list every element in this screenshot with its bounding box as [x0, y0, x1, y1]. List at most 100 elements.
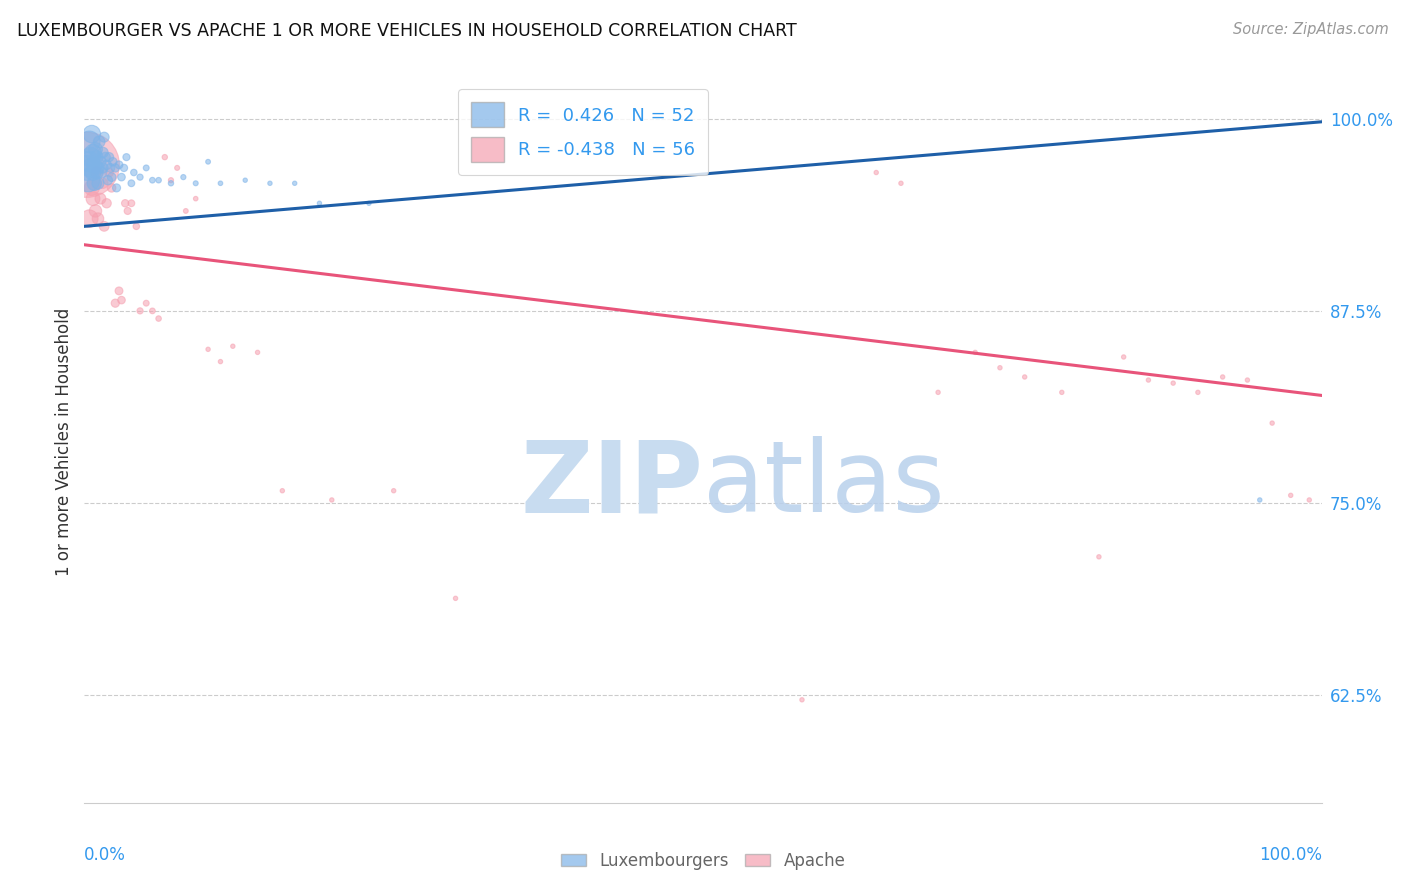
Point [79, 211, 101, 226]
Point [141, 173, 163, 187]
Point [104, 161, 127, 175]
Point [284, 176, 307, 190]
Text: 100.0%: 100.0% [1258, 847, 1322, 864]
Text: Source: ZipAtlas.com: Source: ZipAtlas.com [1233, 22, 1389, 37]
Point [197, 154, 219, 169]
Y-axis label: 1 or more Vehicles in Household: 1 or more Vehicles in Household [55, 308, 73, 575]
Point [86, 165, 108, 179]
Point [79, 161, 101, 175]
Point [83, 176, 105, 190]
Point [1249, 492, 1271, 507]
Point [83, 176, 105, 190]
Point [174, 203, 197, 218]
Point [96, 158, 118, 172]
Point [209, 354, 232, 368]
Point [271, 483, 294, 498]
Point [148, 311, 170, 326]
Text: ZIP: ZIP [520, 436, 703, 533]
Point [98, 150, 121, 164]
Point [87, 161, 110, 175]
Point [76, 161, 98, 175]
Point [120, 196, 142, 211]
Point [1088, 549, 1111, 564]
Legend: Luxembourgers, Apache: Luxembourgers, Apache [554, 846, 852, 877]
Point [444, 591, 467, 606]
Point [382, 483, 405, 498]
Point [135, 296, 157, 310]
Point [89, 154, 111, 169]
Point [110, 293, 132, 307]
Point [965, 345, 987, 359]
Point [865, 165, 887, 179]
Point [172, 170, 194, 185]
Point [160, 173, 183, 187]
Point [101, 154, 124, 169]
Point [79, 135, 101, 149]
Point [1187, 385, 1209, 400]
Point [1050, 385, 1073, 400]
Point [1279, 488, 1302, 502]
Point [83, 158, 105, 172]
Point [308, 196, 330, 211]
Text: atlas: atlas [703, 436, 945, 533]
Point [890, 176, 912, 190]
Point [209, 176, 232, 190]
Point [104, 296, 127, 310]
Point [1261, 416, 1284, 430]
Point [82, 145, 104, 160]
Point [87, 176, 110, 190]
Point [135, 161, 157, 175]
Point [259, 176, 281, 190]
Point [96, 196, 118, 211]
Text: 0.0%: 0.0% [84, 847, 127, 864]
Point [1161, 376, 1184, 391]
Point [1236, 373, 1258, 387]
Point [93, 130, 115, 145]
Point [222, 339, 245, 353]
Point [246, 345, 269, 359]
Point [98, 165, 121, 179]
Point [108, 158, 131, 172]
Point [110, 170, 132, 185]
Point [86, 165, 108, 179]
Point [184, 176, 207, 190]
Point [100, 170, 122, 185]
Point [82, 192, 104, 206]
Legend: R =  0.426   N = 52, R = -0.438   N = 56: R = 0.426 N = 52, R = -0.438 N = 56 [458, 89, 707, 175]
Point [89, 135, 111, 149]
Point [89, 192, 111, 206]
Point [988, 360, 1011, 375]
Point [129, 304, 152, 318]
Point [125, 219, 148, 234]
Text: LUXEMBOURGER VS APACHE 1 OR MORE VEHICLES IN HOUSEHOLD CORRELATION CHART: LUXEMBOURGER VS APACHE 1 OR MORE VEHICLE… [17, 22, 797, 40]
Point [1112, 350, 1135, 364]
Point [122, 165, 145, 179]
Point [80, 181, 103, 195]
Point [77, 173, 100, 187]
Point [84, 143, 107, 157]
Point [117, 203, 139, 218]
Point [790, 693, 813, 707]
Point [120, 176, 142, 190]
Point [97, 173, 120, 187]
Point [84, 203, 107, 218]
Point [129, 170, 152, 185]
Point [160, 176, 183, 190]
Point [197, 343, 219, 357]
Point [82, 165, 104, 179]
Point [108, 284, 131, 298]
Point [153, 150, 176, 164]
Point [94, 150, 117, 164]
Point [91, 161, 114, 175]
Point [927, 385, 949, 400]
Point [79, 150, 101, 164]
Point [87, 211, 110, 226]
Point [1014, 370, 1036, 384]
Point [141, 304, 163, 318]
Point [91, 176, 114, 190]
Point [357, 196, 380, 211]
Point [148, 173, 170, 187]
Point [76, 158, 98, 172]
Point [90, 165, 112, 179]
Point [86, 150, 108, 164]
